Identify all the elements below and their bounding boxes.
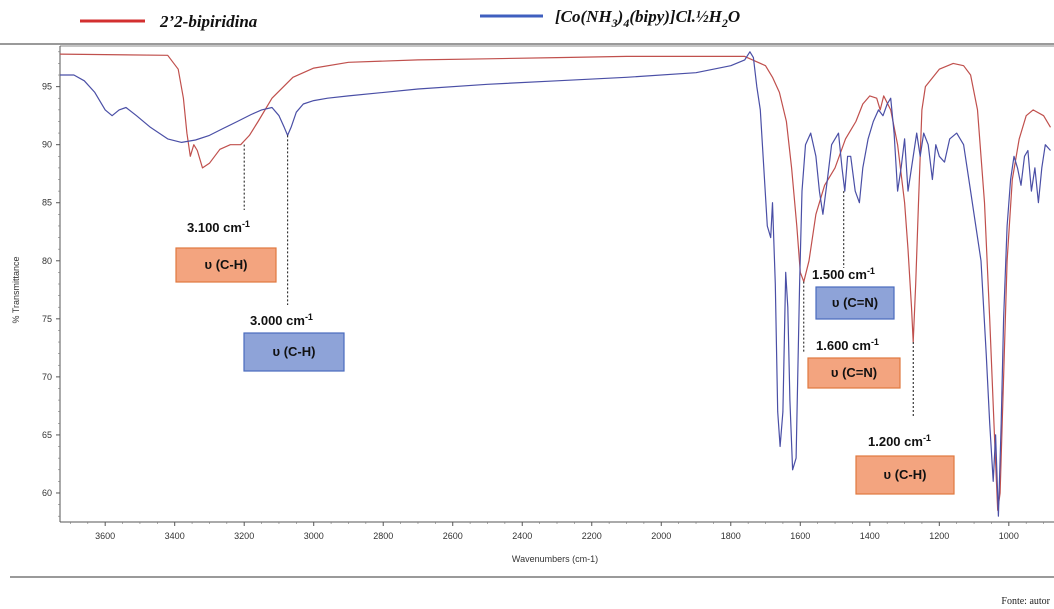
x-tick-label: 1200 [929, 531, 949, 541]
x-tick-label: 2200 [582, 531, 602, 541]
y-tick-label: 80 [42, 256, 52, 266]
y-tick-label: 65 [42, 430, 52, 440]
y-axis-title: % Transmittance [11, 256, 21, 323]
x-tick-label: 1800 [721, 531, 741, 541]
annotation-wavenumber: 3.100 cm-1 [187, 219, 250, 235]
legend: 2’2-bipiridina [Co(NH3)4(bipy)]Cl.½H2O [80, 7, 740, 31]
y-tick-label: 75 [42, 314, 52, 324]
annotation-wavenumber: 1.200 cm-1 [868, 433, 931, 449]
annotation-layer: 3.100 cm-1 υ (C-H) 3.000 cm-1 υ (C-H) 1.500 … [175, 135, 955, 495]
y-tick-label: 90 [42, 140, 52, 150]
x-tick-label: 3200 [234, 531, 254, 541]
annotation-vibration-label: υ (C-H) [273, 344, 316, 359]
series-line-bipiridina [59, 53, 1052, 511]
annotation-box [855, 455, 955, 495]
x-tick-label: 1600 [790, 531, 810, 541]
source-note: Fonte: autor [1001, 596, 1050, 607]
x-axis-title: Wavenumbers (cm-1) [512, 554, 598, 564]
annotation-box [815, 286, 895, 320]
y-tick-label: 85 [42, 198, 52, 208]
x-tick-label: 2400 [512, 531, 532, 541]
annotation-vibration-label: υ (C-H) [884, 467, 927, 482]
series-line-co-complex [60, 51, 1051, 517]
legend-label-series-a: 2’2-bipiridina [159, 12, 258, 31]
x-tick-label: 2600 [443, 531, 463, 541]
series-layer [59, 51, 1052, 517]
x-tick-label: 2000 [651, 531, 671, 541]
x-tick-label: 1000 [999, 531, 1019, 541]
y-tick-label: 95 [42, 82, 52, 92]
x-tick-label: 3000 [304, 531, 324, 541]
legend-label-series-b: [Co(NH3)4(bipy)]Cl.½H2O [555, 7, 740, 30]
annotation-wavenumber: 1.500 cm-1 [812, 266, 875, 282]
x-tick-label: 2800 [373, 531, 393, 541]
y-ticks: 60 65 70 75 80 85 90 95 [42, 51, 60, 517]
x-ticks: 3600 3400 3200 3000 2800 2600 2400 2200 2000 1800… [70, 522, 1044, 541]
annotation-box [175, 247, 277, 283]
annotation-box [807, 357, 901, 389]
plot-area: 60 65 70 75 80 85 90 95 3600 3400 3200 3000 2800 260… [42, 45, 1054, 541]
annotation-wavenumber: 1.600 cm-1 [816, 337, 879, 353]
x-tick-label: 3600 [95, 531, 115, 541]
y-tick-label: 70 [42, 372, 52, 382]
y-tick-label: 60 [42, 488, 52, 498]
x-tick-label: 3400 [165, 531, 185, 541]
annotation-box [243, 332, 345, 372]
annotation-vibration-label: υ (C=N) [832, 295, 878, 310]
annotation-wavenumber: 3.000 cm-1 [250, 312, 313, 328]
annotation-vibration-label: υ (C=N) [831, 365, 877, 380]
x-tick-label: 1400 [860, 531, 880, 541]
annotation-vibration-label: υ (C-H) [205, 257, 248, 272]
